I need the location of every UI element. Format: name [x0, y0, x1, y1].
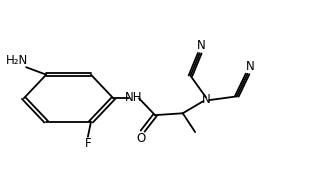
Text: NH: NH: [125, 91, 142, 104]
Text: N: N: [202, 93, 210, 106]
Text: N: N: [246, 60, 255, 73]
Text: N: N: [197, 39, 206, 52]
Text: F: F: [85, 137, 91, 150]
Text: O: O: [136, 132, 146, 145]
Text: H₂N: H₂N: [6, 54, 28, 67]
